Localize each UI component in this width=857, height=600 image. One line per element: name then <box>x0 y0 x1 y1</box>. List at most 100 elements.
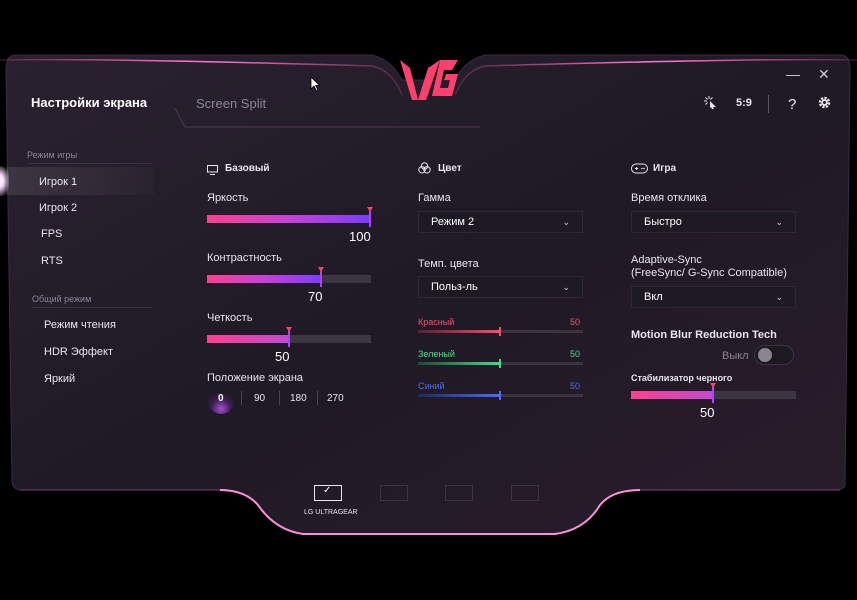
sidebar-item-player1[interactable]: Игрок 1 <box>39 176 78 188</box>
brightness-marker <box>367 207 373 212</box>
sharpness-handle[interactable] <box>288 331 290 347</box>
blue-slider[interactable] <box>418 391 583 400</box>
chevron-down-icon: ⌄ <box>775 217 783 227</box>
monitor-1-label: LG ULTRAGEAR <box>304 509 358 516</box>
color-temp-value: Польз-ль <box>431 281 478 293</box>
contrast-handle[interactable] <box>320 271 322 287</box>
black-stabilizer-marker <box>710 383 716 388</box>
green-fill <box>418 362 501 365</box>
monitor-4-button[interactable] <box>511 485 539 501</box>
adaptive-sync-label: Adaptive-Sync <box>631 254 702 266</box>
aspect-ratio-button[interactable]: 5:9 <box>736 97 752 109</box>
active-item-highlight <box>6 167 154 195</box>
brightness-label: Яркость <box>207 192 249 204</box>
sharpness-marker <box>286 327 292 332</box>
sharpness-slider[interactable] <box>207 327 371 347</box>
black-stabilizer-handle[interactable] <box>712 387 714 403</box>
close-button[interactable]: ✕ <box>818 66 830 82</box>
green-slider[interactable] <box>418 359 583 368</box>
adaptive-sync-select[interactable]: Вкл ⌄ <box>631 286 796 308</box>
brightness-slider[interactable] <box>207 207 373 227</box>
gamma-value: Режим 2 <box>431 216 475 228</box>
color-section-heading: Цвет <box>438 163 462 174</box>
chevron-down-icon: ⌄ <box>562 282 570 292</box>
cursor-settings-icon[interactable] <box>704 96 718 113</box>
adaptive-sync-value: Вкл <box>644 291 663 303</box>
monitor-3-button[interactable] <box>445 485 473 501</box>
gamepad-icon <box>631 161 648 179</box>
lg-logo <box>400 60 458 100</box>
page-title: Настройки экрана <box>31 95 148 110</box>
position-option-180[interactable]: 180 <box>290 393 307 404</box>
basic-section-heading: Базовый <box>225 163 270 174</box>
mbr-label: Motion Blur Reduction Tech <box>631 329 777 341</box>
contrast-value: 70 <box>308 289 323 304</box>
mbr-toggle[interactable] <box>754 345 794 365</box>
response-time-label: Время отклика <box>631 192 707 204</box>
brightness-fill <box>207 215 371 223</box>
brightness-value: 100 <box>349 229 371 244</box>
sidebar-item-vivid[interactable]: Яркий <box>44 373 76 385</box>
position-option-270[interactable]: 270 <box>327 393 344 404</box>
position-option-90[interactable]: 90 <box>254 393 266 404</box>
monitor-1-button[interactable]: ✓ <box>314 485 342 501</box>
color-temp-select[interactable]: Польз-ль ⌄ <box>418 276 583 298</box>
green-label: Зеленый <box>418 349 455 359</box>
black-stabilizer-label: Стабилизатор черного <box>631 373 733 383</box>
blue-handle[interactable] <box>499 391 501 400</box>
black-stabilizer-value: 50 <box>700 405 715 420</box>
sidebar-item-hdr[interactable]: HDR Эффект <box>44 346 113 358</box>
minimize-button[interactable]: — <box>786 66 800 82</box>
contrast-slider[interactable] <box>207 267 371 287</box>
divider <box>317 391 318 405</box>
color-temp-label: Темп. цвета <box>418 258 479 270</box>
toggle-knob <box>758 348 772 362</box>
sharpness-value: 50 <box>275 349 290 364</box>
brightness-handle[interactable] <box>369 211 371 227</box>
check-icon: ✓ <box>323 485 332 496</box>
sidebar-item-reading[interactable]: Режим чтения <box>44 319 116 331</box>
gear-icon[interactable] <box>817 95 832 113</box>
gamma-select[interactable]: Режим 2 ⌄ <box>418 211 583 233</box>
blue-label: Синий <box>418 381 445 391</box>
game-section-heading: Игра <box>653 163 677 174</box>
header-divider <box>768 95 769 113</box>
green-handle[interactable] <box>499 359 501 368</box>
sidebar-item-player2[interactable]: Игрок 2 <box>39 202 78 214</box>
monitor-2-button[interactable] <box>380 485 408 501</box>
monitor-icon <box>207 162 218 180</box>
adaptive-sync-sublabel: (FreeSync/ G-Sync Compatible) <box>631 267 787 279</box>
green-value: 50 <box>570 349 581 359</box>
red-label: Красный <box>418 317 455 327</box>
chevron-down-icon: ⌄ <box>775 292 783 302</box>
contrast-label: Контрастность <box>207 252 282 264</box>
divider <box>279 391 280 405</box>
contrast-marker <box>318 267 324 272</box>
mbr-state: Выкл <box>722 350 749 362</box>
tab-screen-split[interactable]: Screen Split <box>196 96 267 111</box>
sidebar-item-rts[interactable]: RTS <box>41 255 63 267</box>
red-handle[interactable] <box>499 327 501 336</box>
sharpness-label: Четкость <box>207 312 253 324</box>
blue-fill <box>418 394 501 397</box>
divider <box>27 163 152 164</box>
blue-value: 50 <box>570 381 581 391</box>
black-stabilizer-slider[interactable] <box>631 383 796 403</box>
color-circles-icon <box>418 161 431 179</box>
red-value: 50 <box>570 317 581 327</box>
divider <box>32 307 152 308</box>
help-icon[interactable]: ? <box>788 96 797 113</box>
sidebar-item-fps[interactable]: FPS <box>41 228 63 240</box>
red-fill <box>418 330 501 333</box>
sharpness-fill <box>207 335 289 343</box>
chevron-down-icon: ⌄ <box>562 217 570 227</box>
red-slider[interactable] <box>418 327 583 336</box>
active-item-indicator <box>0 166 9 196</box>
screen-position-label: Положение экрана <box>207 372 304 384</box>
general-mode-heading: Общий режим <box>32 294 92 304</box>
response-time-select[interactable]: Быстро ⌄ <box>631 211 796 233</box>
position-selected-glow <box>208 388 234 414</box>
response-time-value: Быстро <box>644 216 682 228</box>
contrast-fill <box>207 275 322 283</box>
position-option-0[interactable]: 0 <box>218 393 224 404</box>
